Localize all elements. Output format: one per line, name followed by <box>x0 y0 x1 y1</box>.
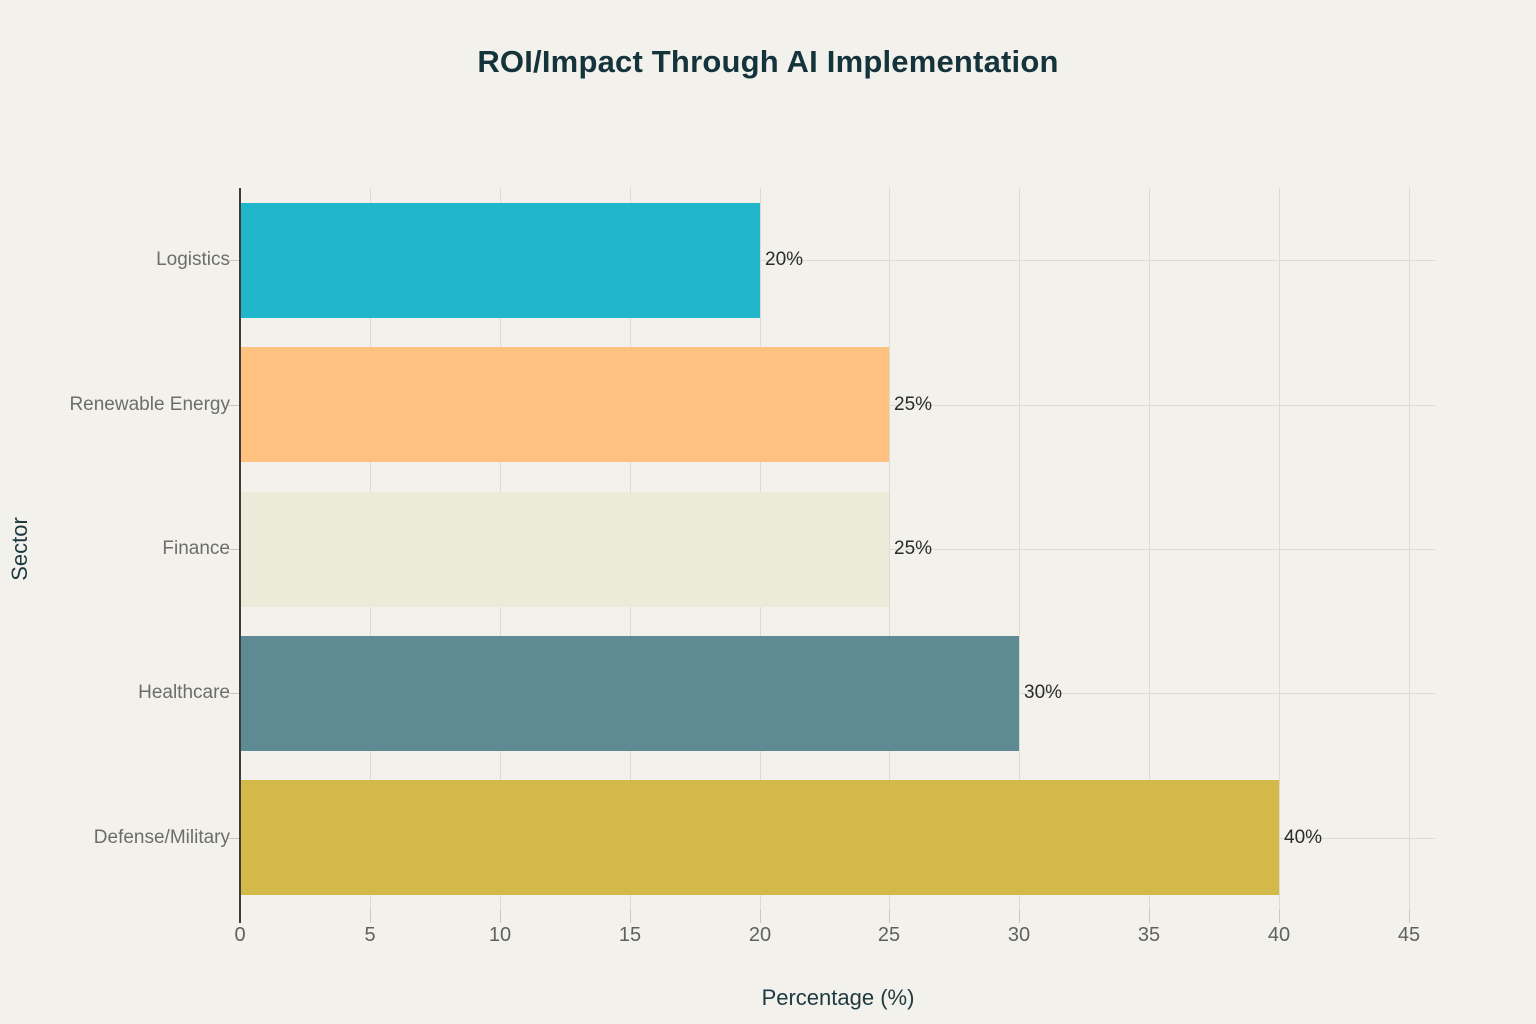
bar-value-label: 20% <box>765 249 804 270</box>
y-axis-title: Sector <box>7 517 32 581</box>
bar <box>240 636 1019 751</box>
x-tick-mark <box>1019 910 1020 923</box>
gridline-horizontal <box>240 260 1435 261</box>
category-label: Renewable Energy <box>69 394 230 415</box>
x-tick-label: 10 <box>488 924 512 946</box>
x-tick-label: 45 <box>1397 924 1421 946</box>
bar <box>240 347 889 462</box>
category-label: Finance <box>162 538 230 559</box>
y-tick-mark <box>228 693 239 694</box>
x-tick-label: 15 <box>618 924 642 946</box>
y-tick-mark <box>228 260 239 261</box>
x-tick-label: 25 <box>877 924 901 946</box>
category-label: Healthcare <box>138 682 230 703</box>
x-axis-title: Percentage (%) <box>761 985 915 1010</box>
x-tick-label: 35 <box>1137 924 1161 946</box>
x-tick-label: 5 <box>364 924 376 946</box>
category-label: Defense/Military <box>93 827 230 848</box>
category-label: Logistics <box>156 249 230 270</box>
x-tick-mark <box>760 910 761 923</box>
plot-area: 20% Logistics 25% Renewable Energy 25% Financ… <box>69 188 1435 946</box>
y-tick-mark <box>228 838 239 839</box>
x-tick-label: 20 <box>748 924 772 946</box>
x-tick-label: 40 <box>1267 924 1291 946</box>
chart-title: ROI/Impact Through AI Implementation <box>477 44 1059 79</box>
bar-value-label: 25% <box>894 538 933 559</box>
bar <box>240 780 1279 895</box>
x-tick-mark <box>1409 910 1410 923</box>
bar-value-label: 25% <box>894 394 933 415</box>
bar-value-label: 30% <box>1024 682 1063 703</box>
x-tick-mark <box>1149 910 1150 923</box>
x-tick-mark <box>889 910 890 923</box>
x-tick-label: 30 <box>1007 924 1031 946</box>
x-tick-mark <box>630 910 631 923</box>
x-tick-mark <box>1279 910 1280 923</box>
y-axis-line <box>239 188 241 923</box>
x-tick-mark <box>370 910 371 923</box>
bar-value-label: 40% <box>1284 827 1323 848</box>
y-tick-mark <box>228 405 239 406</box>
x-tick-mark <box>500 910 501 923</box>
y-tick-mark <box>228 549 239 550</box>
x-tick-label: 0 <box>234 924 246 946</box>
bar <box>240 492 889 607</box>
bar <box>240 203 760 318</box>
